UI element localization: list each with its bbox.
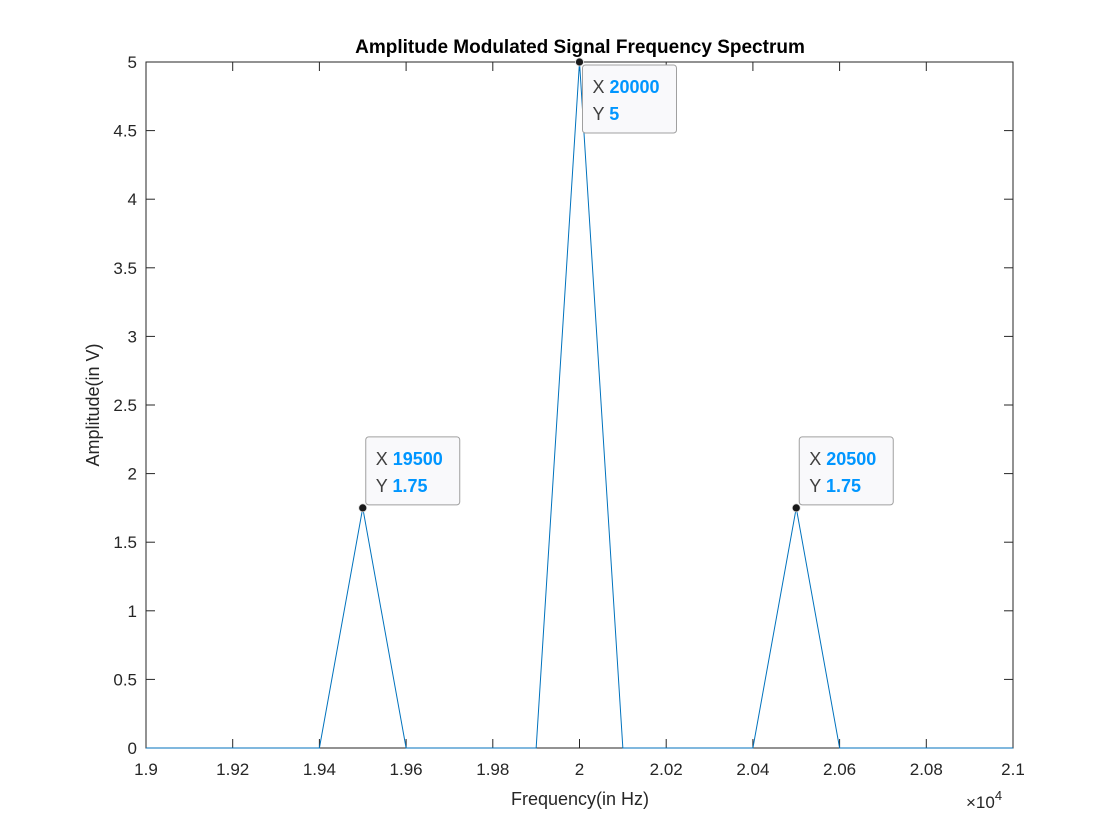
datatip-marker xyxy=(358,503,368,513)
x-tick-label: 2.1 xyxy=(1001,760,1025,779)
x-tick-label: 2.04 xyxy=(736,760,769,779)
datatip-marker xyxy=(791,503,801,513)
datatip-x-key: X xyxy=(376,449,393,469)
datatip-x-line: X 19500 xyxy=(376,449,443,469)
datatip-x-value: 19500 xyxy=(393,449,443,469)
datatip-x-line: X 20000 xyxy=(593,77,660,97)
x-tick-label: 1.9 xyxy=(134,760,158,779)
datatip-marker xyxy=(575,57,584,67)
datatip-x-value: 20000 xyxy=(610,77,660,97)
datatip-x-key: X xyxy=(809,449,826,469)
y-tick-label: 2 xyxy=(128,465,137,484)
x-tick-label: 2.06 xyxy=(823,760,856,779)
x-tick-label: 1.96 xyxy=(390,760,423,779)
y-tick-label: 3 xyxy=(128,327,137,346)
x-axis-exponent-power: 4 xyxy=(995,788,1002,803)
datatip-y-value: 1.75 xyxy=(392,476,427,496)
y-tick-label: 2.5 xyxy=(113,396,137,415)
x-axis-label: Frequency(in Hz) xyxy=(511,789,649,809)
datatip-y-value: 1.75 xyxy=(826,476,861,496)
y-axis-label: Amplitude(in V) xyxy=(83,343,103,466)
datatip-x-line: X 20500 xyxy=(809,449,876,469)
x-tick-label: 1.98 xyxy=(476,760,509,779)
datatip-y-key: Y xyxy=(593,104,610,124)
datatip-y-key: Y xyxy=(376,476,393,496)
x-tick-label: 2 xyxy=(575,760,584,779)
datatip-y-line: Y 1.75 xyxy=(376,476,428,496)
y-tick-label: 3.5 xyxy=(113,259,137,278)
datatip-box xyxy=(365,436,461,506)
x-tick-label: 1.94 xyxy=(303,760,336,779)
y-tick-label: 1 xyxy=(128,602,137,621)
datatip-y-key: Y xyxy=(809,476,826,496)
datatip-y-line: Y 5 xyxy=(593,104,620,124)
datatip-x-value: 20500 xyxy=(826,449,876,469)
y-tick-label: 1.5 xyxy=(113,533,137,552)
x-axis-exponent-base: ×10 xyxy=(966,793,995,812)
datatip-box xyxy=(582,64,677,134)
y-tick-label: 0.5 xyxy=(113,670,137,689)
axes-box xyxy=(145,61,1014,749)
datatip-x-key: X xyxy=(593,77,610,97)
datatip-box xyxy=(798,436,894,506)
x-tick-label: 2.02 xyxy=(650,760,683,779)
chart-title: Amplitude Modulated Signal Frequency Spe… xyxy=(355,37,805,58)
y-tick-label: 4.5 xyxy=(113,122,137,141)
y-tick-label: 5 xyxy=(128,53,137,72)
x-tick-label: 1.92 xyxy=(216,760,249,779)
plot-area: 1.9 1.92 1.94 1.96 1.98 2 2.02 2.04 2.06 2.08 2.1 0… xyxy=(113,53,1024,779)
x-tick-label: 2.08 xyxy=(910,760,943,779)
y-tick-label: 4 xyxy=(128,190,137,209)
x-axis-exponent: ×104 xyxy=(966,788,1002,812)
y-tick-label: 0 xyxy=(128,739,137,758)
datatip-y-value: 5 xyxy=(609,104,619,124)
datatip-y-line: Y 1.75 xyxy=(809,476,861,496)
